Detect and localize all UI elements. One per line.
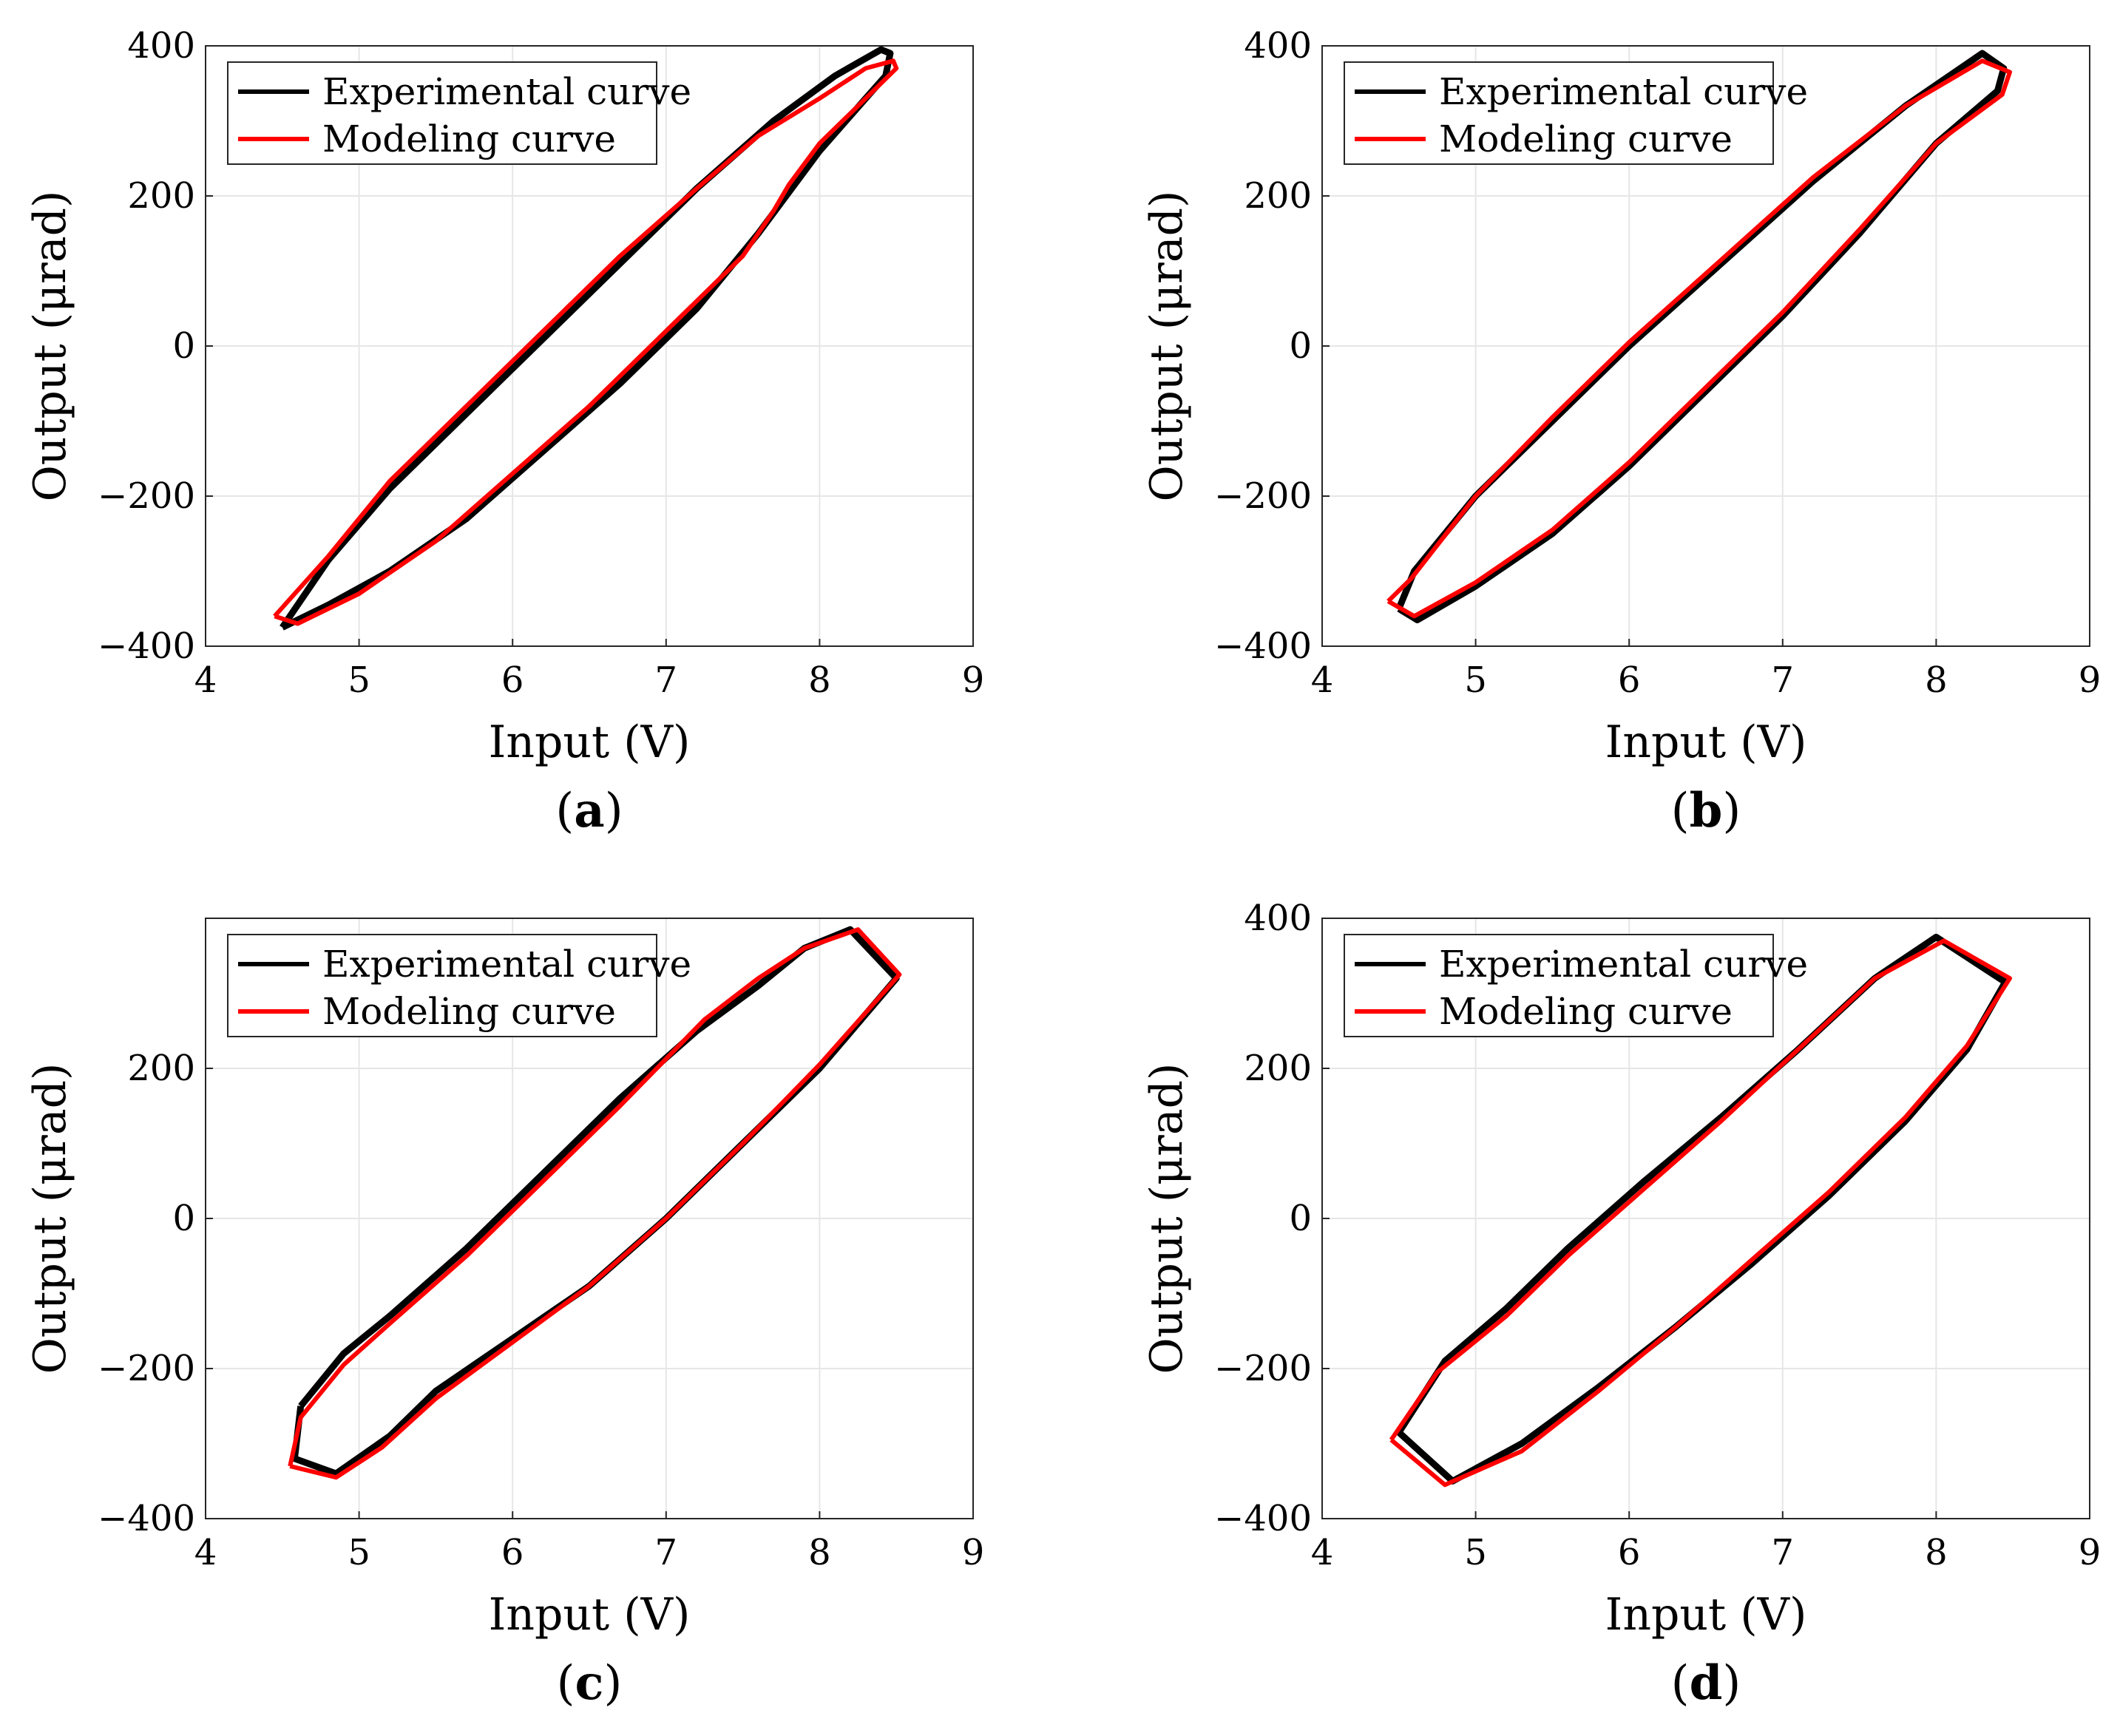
x-tick-label: 4: [1311, 1532, 1334, 1573]
legend-box: [1344, 61, 1774, 165]
x-tick-label: 6: [1618, 1532, 1641, 1573]
x-tick-label: 7: [1772, 660, 1795, 701]
legend-label: Experimental curve: [1439, 70, 1808, 113]
series-line-experimental: [1395, 50, 2008, 623]
y-tick-label: −400: [98, 625, 195, 667]
x-tick-label: 7: [1772, 1532, 1795, 1573]
x-axis-label: Input (V): [489, 1589, 691, 1641]
y-tick-label: 0: [1289, 325, 1312, 367]
legend-label: Modeling curve: [1439, 990, 1733, 1033]
panel-caption: (d): [1671, 1655, 1741, 1711]
panel-caption-letter: c: [575, 1655, 604, 1711]
y-tick-label: −200: [1214, 1348, 1312, 1389]
legend-label: Modeling curve: [322, 118, 616, 160]
series-line-modeling: [1386, 58, 2012, 619]
y-axis-label: Output (μrad): [24, 191, 76, 502]
panel-c: 4 5 6 7 8 9 −400 −200 0 200 Input (V) Output (μrad)…: [24, 918, 984, 1711]
y-tick-label: 0: [172, 1198, 195, 1239]
legend-label: Experimental curve: [322, 943, 691, 986]
series-line-modeling: [273, 58, 899, 626]
y-tick-label: 200: [127, 1048, 195, 1089]
x-tick-label: 4: [1311, 660, 1334, 701]
x-axis-label: Input (V): [1605, 1589, 1807, 1641]
x-axis-label: Input (V): [1605, 716, 1807, 768]
y-tick-label: −200: [98, 475, 195, 517]
panel-caption-letter: b: [1690, 783, 1723, 838]
x-tick-label: 5: [1464, 660, 1487, 701]
x-tick-label: 7: [655, 1532, 678, 1573]
x-tick-label: 8: [1925, 660, 1948, 701]
x-tick-label: 4: [194, 1532, 217, 1573]
y-tick-label: −400: [98, 1498, 195, 1539]
x-tick-label: 6: [501, 660, 524, 701]
y-tick-label: −200: [1214, 475, 1312, 517]
panel-caption-letter: a: [574, 783, 604, 838]
legend-box: [1344, 934, 1774, 1037]
y-tick-label: −400: [1214, 1498, 1312, 1539]
panel-caption: (b): [1671, 783, 1741, 838]
x-tick-label: 9: [962, 1532, 985, 1573]
legend-label: Modeling curve: [322, 990, 616, 1033]
y-tick-label: −200: [98, 1348, 195, 1389]
x-tick-label: 5: [348, 660, 370, 701]
panel-d: 4 5 6 7 8 9 −400 −200 0 200 400 Input (V) Output (μr…: [1141, 898, 2101, 1711]
y-tick-label: 200: [1244, 1048, 1312, 1089]
x-tick-label: 8: [1925, 1532, 1948, 1573]
panel-caption: (c): [557, 1655, 623, 1711]
panel-a: 4 5 6 7 8 9 −400 −200 0 200 400 Input (V) Output (μr…: [24, 25, 984, 838]
panel-b: 4 5 6 7 8 9 −400 −200 0 200 400 Input (V) Output (μr…: [1141, 25, 2101, 838]
y-tick-label: −400: [1214, 625, 1312, 667]
y-tick-label: 400: [1244, 898, 1312, 939]
x-tick-label: 9: [962, 660, 985, 701]
x-tick-label: 6: [1618, 660, 1641, 701]
y-tick-label: 200: [127, 175, 195, 217]
legend-label: Modeling curve: [1439, 118, 1733, 160]
y-tick-label: 400: [1244, 25, 1312, 67]
x-tick-label: 7: [655, 660, 678, 701]
x-tick-label: 9: [2079, 1532, 2102, 1573]
panel-caption: (a): [555, 783, 623, 838]
y-axis-label: Output (μrad): [24, 1063, 76, 1374]
x-tick-label: 9: [2079, 660, 2102, 701]
y-tick-label: 200: [1244, 175, 1312, 217]
x-tick-label: 5: [348, 1532, 370, 1573]
x-tick-label: 5: [1464, 1532, 1487, 1573]
x-tick-label: 6: [501, 1532, 524, 1573]
y-tick-label: 0: [1289, 1198, 1312, 1239]
series-line-modeling: [1389, 938, 2012, 1488]
x-tick-label: 8: [808, 660, 831, 701]
series-line-modeling: [288, 927, 902, 1480]
legend-label: Experimental curve: [322, 70, 691, 113]
y-tick-label: 0: [172, 325, 195, 367]
legend-label: Experimental curve: [1439, 943, 1808, 986]
legend-box: [227, 61, 657, 165]
y-axis-label: Output (μrad): [1141, 1063, 1193, 1374]
x-tick-label: 8: [808, 1532, 831, 1573]
x-tick-label: 4: [194, 660, 217, 701]
y-tick-label: 400: [127, 25, 195, 67]
x-axis-label: Input (V): [489, 716, 691, 768]
panel-caption-letter: d: [1690, 1655, 1723, 1711]
legend-box: [227, 934, 657, 1037]
y-axis-label: Output (μrad): [1141, 191, 1193, 502]
